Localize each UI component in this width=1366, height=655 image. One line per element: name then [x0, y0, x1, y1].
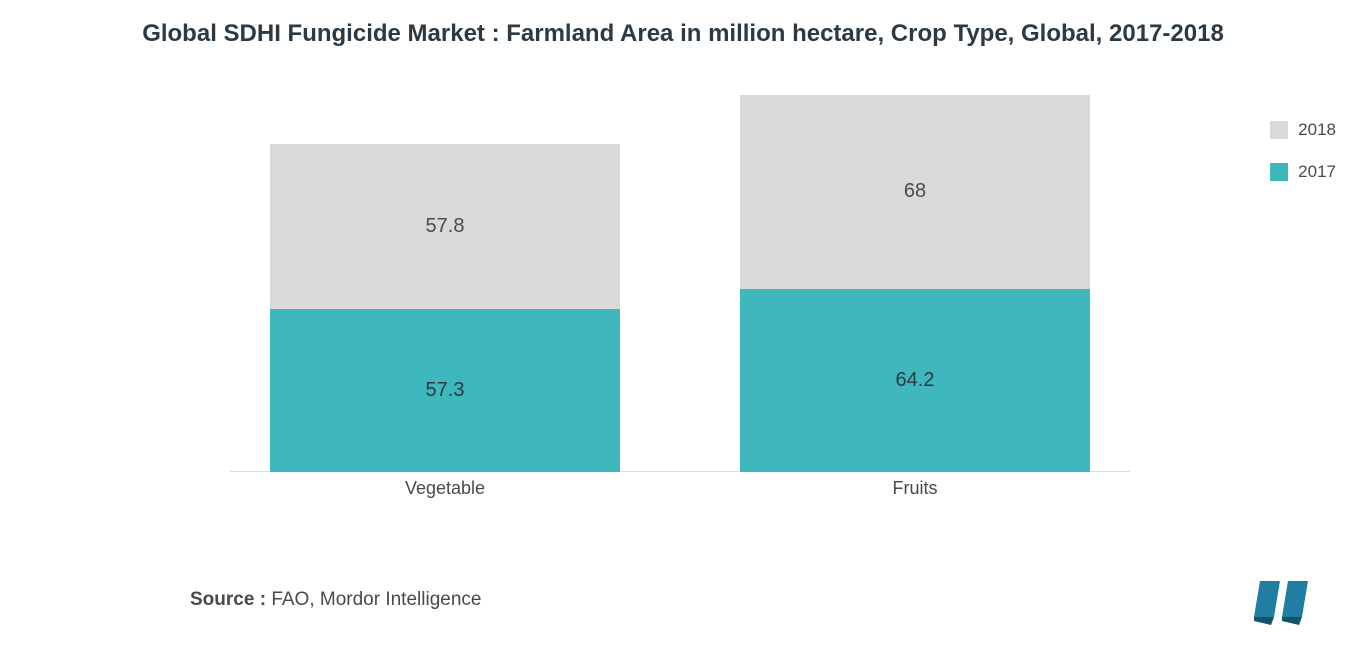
x-axis-label: Fruits: [740, 478, 1090, 499]
bar-column: 57.357.8: [270, 144, 620, 473]
bar-segment-2018: 68: [740, 95, 1090, 289]
bar-segment-2018: 57.8: [270, 144, 620, 309]
legend-item: 2017: [1270, 162, 1336, 182]
chart-area: 57.357.8 64.268 Vegetable Fruits: [0, 72, 1366, 502]
source-text: FAO, Mordor Intelligence: [271, 589, 481, 610]
legend: 2018 2017: [1270, 120, 1336, 204]
bar-segment-2017: 57.3: [270, 309, 620, 473]
source-caption: Source : FAO, Mordor Intelligence: [190, 589, 481, 611]
chart-container: Global SDHI Fungicide Market : Farmland …: [0, 0, 1366, 655]
x-axis-label: Vegetable: [270, 478, 620, 499]
bar-segment-2017: 64.2: [740, 289, 1090, 472]
legend-item: 2018: [1270, 120, 1336, 140]
chart-title: Global SDHI Fungicide Market : Farmland …: [0, 0, 1366, 50]
brand-logo-icon: [1254, 581, 1324, 625]
source-label: Source :: [190, 589, 266, 610]
legend-swatch-icon: [1270, 163, 1288, 181]
legend-label: 2017: [1298, 162, 1336, 182]
legend-swatch-icon: [1270, 121, 1288, 139]
bar-column: 64.268: [740, 95, 1090, 473]
legend-label: 2018: [1298, 120, 1336, 140]
plot-area: 57.357.8 64.268: [230, 72, 1130, 472]
x-axis-labels: Vegetable Fruits: [230, 478, 1130, 508]
